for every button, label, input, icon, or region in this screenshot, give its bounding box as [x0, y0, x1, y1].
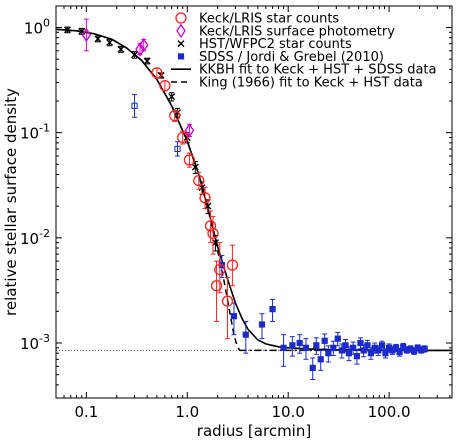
data-point-square: [378, 342, 386, 349]
data-point-diamond: [81, 27, 92, 43]
data-point-square: [392, 344, 400, 351]
y-tick-label: 100: [24, 16, 50, 37]
legend-entry: SDSS / Jordi & Grebel (2010): [177, 50, 384, 65]
data-point-circle: [183, 154, 196, 166]
legend-swatch: [177, 53, 185, 60]
data-point-circle: [159, 79, 171, 92]
data-point-square: [342, 342, 349, 349]
data-point-square: [174, 145, 181, 153]
data-point-circle: [177, 131, 189, 144]
data-point-circle: [226, 259, 239, 271]
data-point-square: [360, 347, 367, 354]
legend-label: Keck/LRIS surface photometry: [199, 24, 395, 39]
x-tick-label: 10.0: [271, 403, 304, 421]
data-point-square: [334, 335, 341, 342]
data-point-square: [421, 345, 428, 352]
king-fit-line: [56, 28, 241, 351]
x-tick-label: 1.0: [175, 403, 199, 421]
data-point-square: [269, 306, 276, 313]
data-point-circle: [207, 227, 219, 240]
data-point-square: [309, 364, 316, 371]
data-point-circle: [151, 67, 163, 79]
y-tick-label: 10-2: [20, 227, 50, 248]
data-layer: [56, 18, 452, 380]
legend-label: SDSS / Jordi & Grebel (2010): [199, 50, 384, 65]
x-tick-label: 100.0: [368, 403, 411, 421]
y-tick-label: 10-1: [20, 122, 50, 143]
data-point-square: [242, 331, 249, 338]
data-point-square: [382, 350, 389, 357]
y-tick-label: 10-3: [20, 332, 50, 353]
legend-swatch: [176, 23, 186, 38]
x-tick-label: 0.1: [74, 403, 98, 421]
data-point-x: [117, 45, 125, 53]
data-point-circle: [221, 295, 234, 307]
tick-layer: 0.1 1.0 10.0 100.0 10-3 10-2 10-1 100: [20, 6, 452, 421]
data-point-square: [357, 339, 364, 347]
data-point-square: [375, 347, 382, 354]
data-point-square: [289, 342, 296, 349]
data-point-square: [345, 350, 353, 357]
data-point-square: [230, 313, 238, 320]
data-point-x: [143, 57, 151, 65]
data-point-x: [168, 93, 176, 101]
data-point-x: [64, 26, 71, 34]
data-point-square: [338, 347, 345, 354]
data-point-square: [353, 353, 361, 360]
legend-entry: King (1966) fit to Keck + HST data: [171, 76, 423, 91]
data-point-circle: [210, 280, 223, 292]
data-point-x: [94, 35, 102, 43]
data-point-square: [325, 350, 332, 357]
data-point-circle: [204, 220, 217, 232]
data-point-square: [313, 342, 320, 349]
data-point-diamond: [135, 42, 145, 57]
data-point-square: [302, 344, 310, 351]
data-point-square: [280, 344, 287, 351]
data-point-diamond: [184, 123, 195, 138]
legend-label: Keck/LRIS star counts: [199, 12, 339, 27]
plot-area: [56, 18, 452, 380]
legend-label: KKBH fit to Keck + HST + SDSS data: [199, 63, 437, 78]
legend-entry: HST/WFPC2 star counts: [177, 37, 352, 52]
data-point-square: [258, 321, 266, 328]
legend-swatch: [175, 12, 187, 24]
data-point-square: [131, 102, 138, 109]
data-point-square: [350, 344, 357, 351]
data-point-square: [317, 356, 324, 363]
data-point-x: [131, 51, 139, 59]
legend-swatch: [177, 40, 185, 48]
y-axis-label: relative stellar surface density: [2, 88, 20, 316]
data-point-x: [191, 163, 199, 171]
data-point-circle: [214, 263, 226, 276]
x-axis-label: radius [arcmin]: [197, 422, 311, 440]
legend-label: King (1966) fit to Keck + HST data: [199, 76, 423, 91]
data-point-circle: [199, 192, 211, 204]
data-point-x: [106, 38, 114, 46]
legend-label: HST/WFPC2 star counts: [199, 37, 352, 52]
plot-frame: [55, 5, 453, 399]
data-point-square: [364, 342, 371, 349]
data-point-square: [330, 344, 337, 351]
legend-entry: KKBH fit to Keck + HST + SDSS data: [171, 63, 437, 78]
legend-entry: Keck/LRIS star counts: [175, 12, 339, 27]
data-point-square: [296, 339, 303, 347]
data-point-circle: [193, 174, 205, 187]
data-point-circle: [169, 110, 181, 122]
data-point-square: [321, 337, 328, 344]
legend-entry: Keck/LRIS surface photometry: [176, 23, 395, 39]
data-point-diamond: [138, 37, 149, 53]
data-point-square: [396, 348, 403, 356]
